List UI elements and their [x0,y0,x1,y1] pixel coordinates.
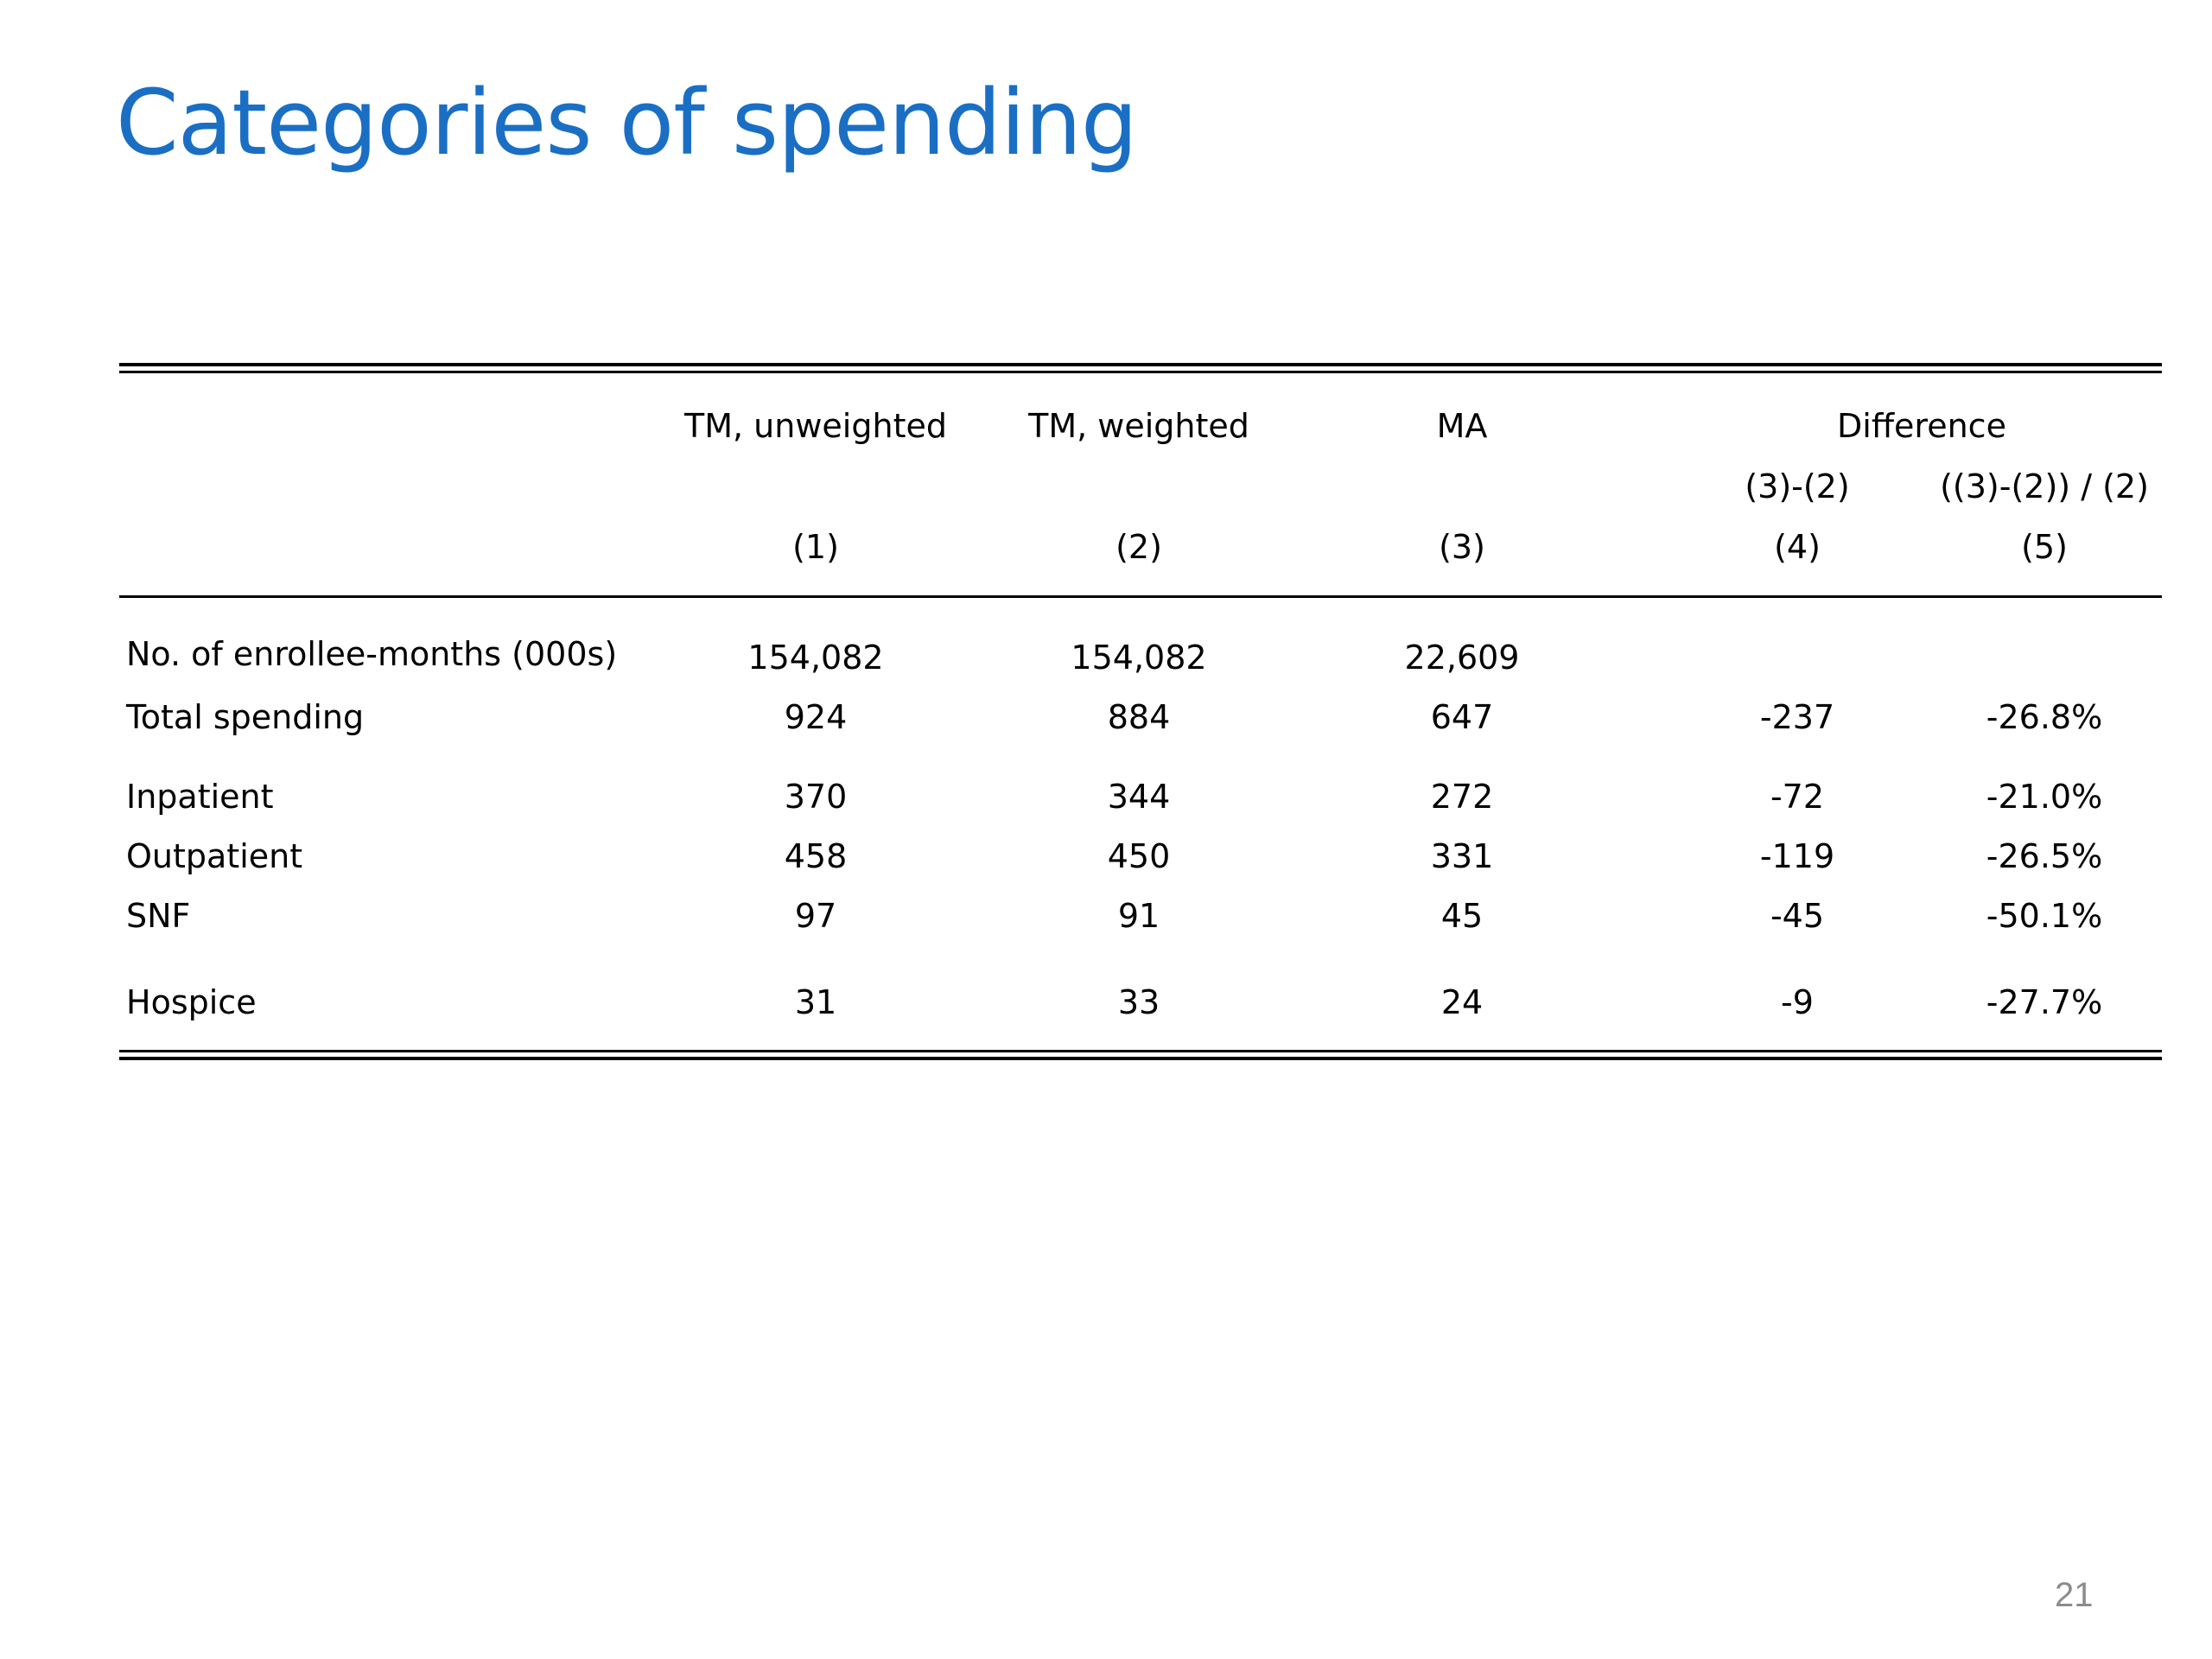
row-label-enrollee-months: No. of enrollee-months (000s) [126,635,618,673]
cell-snf-col3: 45 [1440,897,1484,935]
cell-outpatient-col2: 450 [1107,837,1171,875]
header-col3-number: (3) [1439,528,1485,566]
cell-hospice-col5: -27.7% [1986,983,2103,1021]
table-top-rule-inner [119,371,2162,373]
page-number: 21 [2055,1576,2094,1614]
header-tm-weighted: TM, weighted [1028,407,1249,445]
row-label-snf: SNF [126,897,191,935]
header-col1-number: (1) [792,528,839,566]
header-col4-formula: (3)-(2) [1745,467,1850,505]
cell-hospice-col2: 33 [1117,983,1160,1021]
cell-inpatient-col1: 370 [784,778,848,816]
header-col2-number: (2) [1116,528,1162,566]
cell-outpatient-col5: -26.5% [1986,837,2103,875]
cell-total-spending-col1: 924 [784,698,848,736]
header-rule [119,595,2162,598]
table-top-rule [119,363,2162,366]
row-label-total-spending: Total spending [126,698,365,736]
cell-total-spending-col4: -237 [1759,698,1835,736]
cell-snf-col4: -45 [1770,897,1825,935]
cell-enrollee-months-col3: 22,609 [1404,639,1520,677]
cell-inpatient-col2: 344 [1107,778,1171,816]
cell-snf-col2: 91 [1117,897,1160,935]
cell-enrollee-months-col1: 154,082 [747,639,884,677]
header-col5-formula: ((3)-(2)) / (2) [1940,467,2149,505]
cell-outpatient-col3: 331 [1430,837,1494,875]
header-tm-unweighted: TM, unweighted [684,407,947,445]
cell-snf-col5: -50.1% [1986,897,2103,935]
cell-enrollee-months-col2: 154,082 [1071,639,1207,677]
table-bottom-rule [119,1057,2162,1060]
row-label-inpatient: Inpatient [126,778,274,816]
slide-title: Categories of spending [116,70,1138,175]
cell-snf-col1: 97 [794,897,837,935]
cell-hospice-col4: -9 [1781,983,1814,1021]
cell-hospice-col3: 24 [1440,983,1484,1021]
cell-inpatient-col3: 272 [1430,778,1494,816]
cell-outpatient-col1: 458 [784,837,848,875]
cell-total-spending-col3: 647 [1430,698,1494,736]
header-difference: Difference [1837,407,2006,445]
cell-inpatient-col4: -72 [1770,778,1825,816]
table-bottom-rule-inner [119,1050,2162,1052]
header-col4-number: (4) [1774,528,1821,566]
row-label-outpatient: Outpatient [126,837,303,875]
cell-total-spending-col5: -26.8% [1986,698,2103,736]
cell-hospice-col1: 31 [794,983,837,1021]
cell-outpatient-col4: -119 [1759,837,1835,875]
cell-inpatient-col5: -21.0% [1986,778,2103,816]
cell-total-spending-col2: 884 [1107,698,1171,736]
row-label-hospice: Hospice [126,983,257,1021]
header-ma: MA [1436,407,1488,445]
header-col5-number: (5) [2021,528,2068,566]
